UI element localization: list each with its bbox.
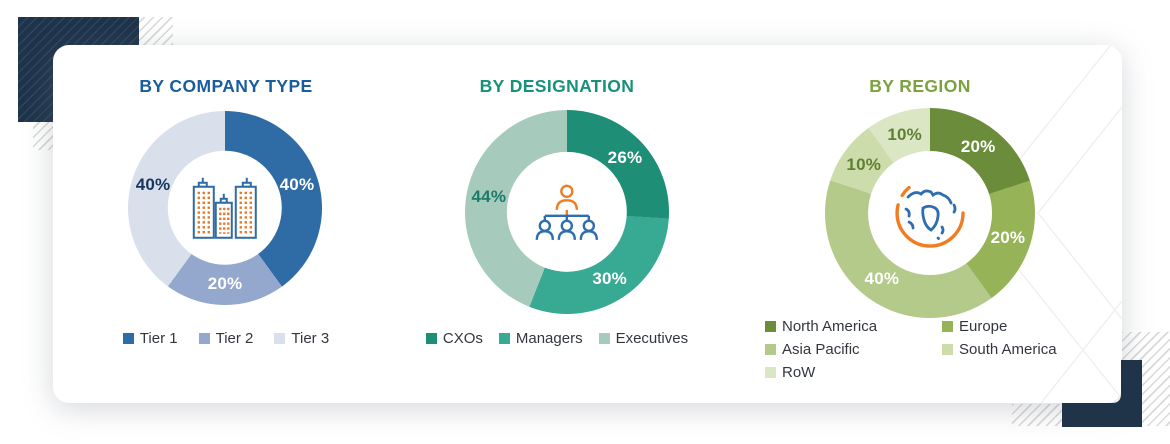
legend-label: Europe xyxy=(959,318,1008,335)
legend-swatch xyxy=(942,344,953,355)
charts-card: BY COMPANY TYPE xyxy=(53,45,1122,403)
legend-swatch xyxy=(942,321,953,332)
legend-item: Asia Pacific xyxy=(765,341,942,358)
donut-segment-label: 20% xyxy=(990,228,1026,248)
legend-swatch xyxy=(274,333,286,344)
donut-hole xyxy=(868,151,992,275)
legend-swatch xyxy=(598,333,610,344)
legend-item: South America xyxy=(942,341,1057,358)
chart-title-designation: BY DESIGNATION xyxy=(479,76,635,96)
donut-segment-label: 44% xyxy=(471,187,507,207)
donut-segment-label: 40% xyxy=(279,174,315,194)
chart-designation: BY DESIGNATION xyxy=(407,45,707,403)
donut-company-type: 40% 20% 40% xyxy=(128,111,322,305)
legend-item: North America xyxy=(765,318,942,335)
legend-label: North America xyxy=(782,318,878,335)
legend-swatch xyxy=(425,333,437,344)
donut-hole xyxy=(167,150,283,266)
donut-segment-label: 30% xyxy=(592,269,627,289)
legend-item: Tier 1 xyxy=(122,330,178,347)
org-chart-icon xyxy=(535,184,599,241)
legend-item: Executives xyxy=(598,330,689,347)
buildings-icon xyxy=(192,177,257,239)
donut-hole xyxy=(506,151,628,273)
legend-label: Tier 2 xyxy=(215,330,254,347)
donut-segment-label: 10% xyxy=(846,154,882,174)
donut-segment-label: 10% xyxy=(887,125,922,145)
legend-swatch xyxy=(765,321,776,332)
chart-company-type: BY COMPANY TYPE xyxy=(76,45,376,403)
legend-swatch xyxy=(198,333,210,344)
donut-segment-label: 20% xyxy=(960,136,996,156)
donut-segment-label: 40% xyxy=(864,269,900,289)
legend-label: RoW xyxy=(782,364,816,381)
legend-swatch xyxy=(765,344,776,355)
legend-company-type: Tier 1 Tier 2 Tier 3 xyxy=(76,330,376,347)
legend-item: CXOs xyxy=(425,330,483,347)
legend-item: Tier 2 xyxy=(198,330,254,347)
legend-item: RoW xyxy=(765,364,942,381)
donut-segment-label: 20% xyxy=(207,273,243,293)
donut-segment-label: 26% xyxy=(607,147,643,167)
legend-swatch xyxy=(765,367,776,378)
legend-designation: CXOs Managers Executives xyxy=(407,330,707,347)
corner-hatch-bottom-left-of-accent xyxy=(1012,404,1062,426)
legend-region: North America Europe Asia Pacific South Ame… xyxy=(765,318,1057,381)
legend-label: Asia Pacific xyxy=(782,341,860,358)
legend-swatch xyxy=(498,333,510,344)
legend-label: Executives xyxy=(615,330,689,347)
legend-label: Tier 1 xyxy=(139,330,178,347)
legend-label: South America xyxy=(959,341,1057,358)
corner-accent-bottom-right xyxy=(1062,360,1142,427)
donut-designation: 26% 30% 44% xyxy=(465,110,669,314)
legend-label: Tier 3 xyxy=(291,330,330,347)
chart-title-company-type: BY COMPANY TYPE xyxy=(139,76,313,96)
donut-segment-label: 40% xyxy=(135,174,171,194)
donut-region: 20% 20% 40% 10% 10% xyxy=(825,108,1035,318)
legend-label: Managers xyxy=(515,330,583,347)
globe-icon xyxy=(895,178,965,248)
legend-label: CXOs xyxy=(442,330,483,347)
legend-swatch xyxy=(122,333,134,344)
chart-title-region: BY REGION xyxy=(869,76,971,96)
legend-item: Europe xyxy=(942,318,1057,335)
legend-item: Managers xyxy=(498,330,583,347)
chart-region: BY REGION xyxy=(765,45,1075,403)
legend-item: Tier 3 xyxy=(274,330,329,347)
